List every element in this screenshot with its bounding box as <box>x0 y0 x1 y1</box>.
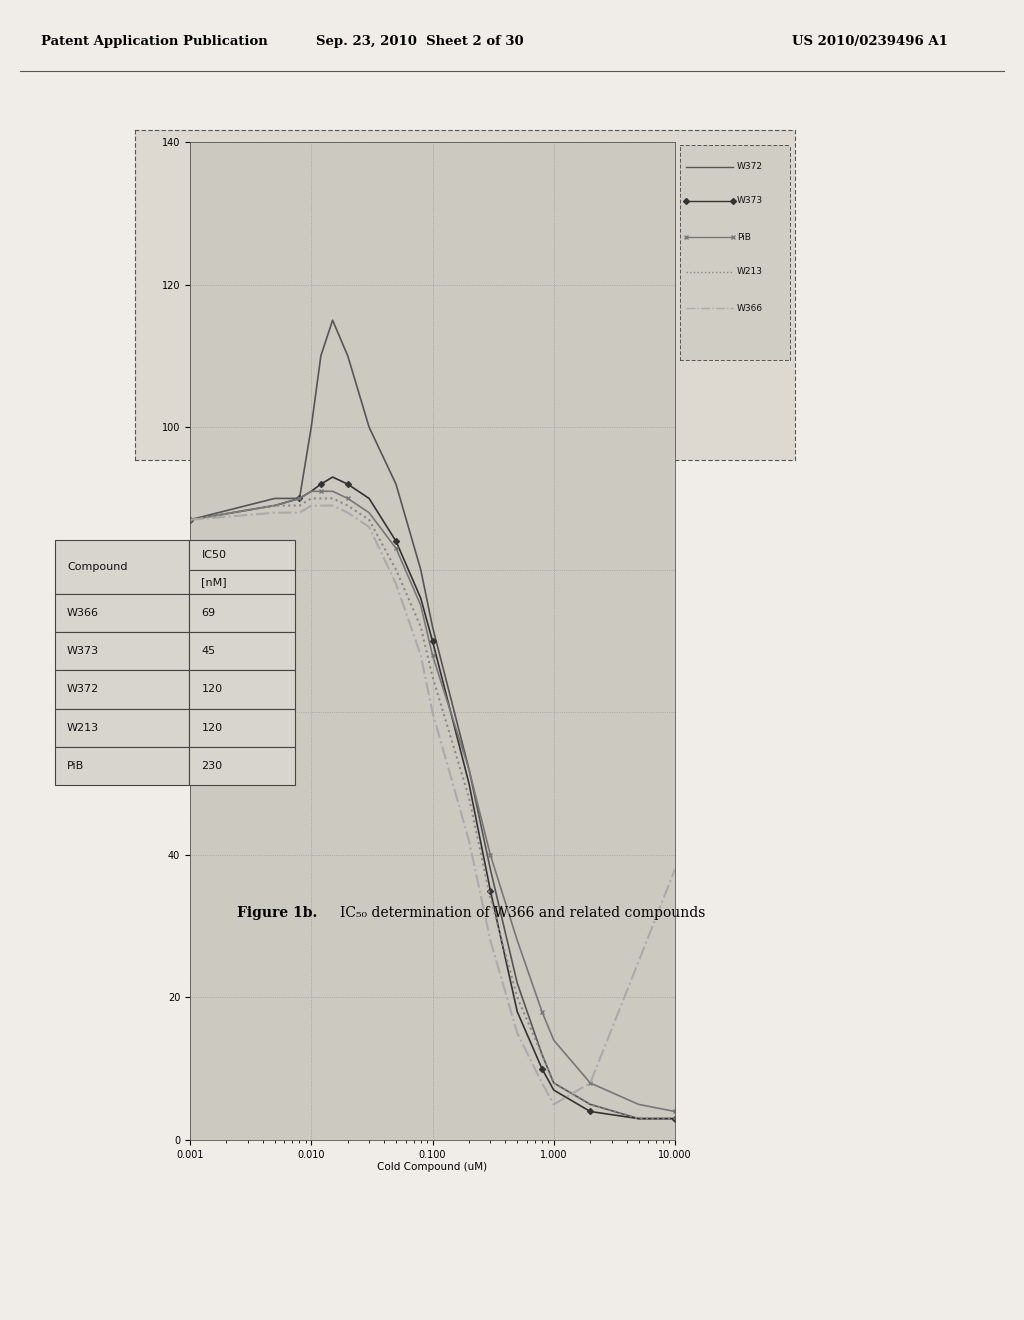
FancyBboxPatch shape <box>55 594 189 632</box>
Text: W366: W366 <box>737 304 763 313</box>
Text: Sep. 23, 2010  Sheet 2 of 30: Sep. 23, 2010 Sheet 2 of 30 <box>316 34 523 48</box>
FancyBboxPatch shape <box>189 540 295 570</box>
Text: W373: W373 <box>737 197 763 206</box>
Text: 120: 120 <box>202 685 222 694</box>
Text: PiB: PiB <box>737 232 751 242</box>
FancyBboxPatch shape <box>189 709 295 747</box>
Text: IC₅₀ determination of W366 and related compounds: IC₅₀ determination of W366 and related c… <box>340 907 706 920</box>
FancyBboxPatch shape <box>189 570 295 594</box>
Text: 45: 45 <box>202 647 215 656</box>
Text: W213: W213 <box>67 722 99 733</box>
Text: 69: 69 <box>202 609 215 618</box>
Text: W213: W213 <box>737 268 763 276</box>
FancyBboxPatch shape <box>189 594 295 632</box>
FancyBboxPatch shape <box>189 632 295 671</box>
FancyBboxPatch shape <box>189 747 295 785</box>
Text: [nM]: [nM] <box>202 577 227 587</box>
Text: 230: 230 <box>202 760 222 771</box>
Text: Figure 1b.: Figure 1b. <box>237 907 317 920</box>
Text: W372: W372 <box>67 685 99 694</box>
X-axis label: Cold Compound (uM): Cold Compound (uM) <box>378 1163 487 1172</box>
Text: Patent Application Publication: Patent Application Publication <box>41 34 267 48</box>
FancyBboxPatch shape <box>55 709 189 747</box>
Text: Compound: Compound <box>67 562 128 572</box>
FancyBboxPatch shape <box>55 540 189 594</box>
Text: W366: W366 <box>67 609 99 618</box>
Text: W372: W372 <box>737 162 763 172</box>
FancyBboxPatch shape <box>189 671 295 709</box>
Text: 120: 120 <box>202 722 222 733</box>
FancyBboxPatch shape <box>55 632 189 671</box>
Y-axis label: Percentage of control (%): Percentage of control (%) <box>150 574 159 708</box>
Text: US 2010/0239496 A1: US 2010/0239496 A1 <box>793 34 948 48</box>
Text: IC50: IC50 <box>202 550 226 560</box>
Text: PiB: PiB <box>67 760 84 771</box>
FancyBboxPatch shape <box>55 671 189 709</box>
Text: W373: W373 <box>67 647 99 656</box>
FancyBboxPatch shape <box>55 747 189 785</box>
